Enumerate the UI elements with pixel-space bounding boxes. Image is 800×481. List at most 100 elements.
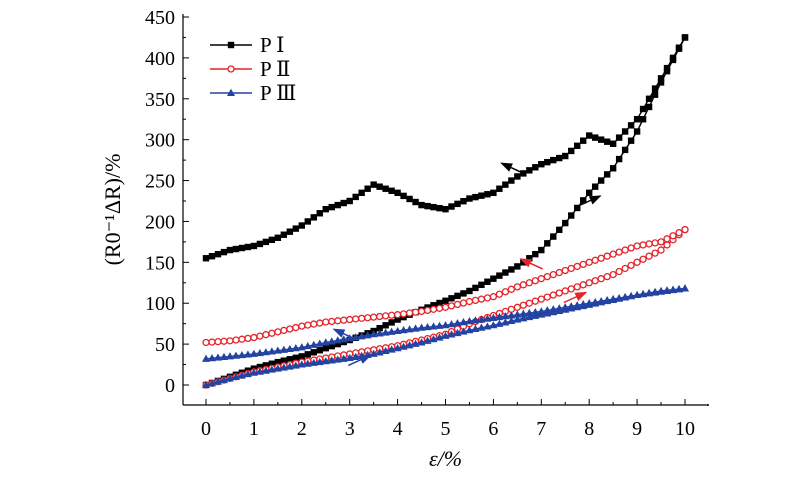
data-point-square <box>580 137 587 144</box>
data-point-triangle <box>633 290 642 299</box>
y-tick-label: 350 <box>145 89 175 111</box>
data-point-triangle <box>309 358 318 366</box>
y-tick-label: 0 <box>165 375 175 397</box>
data-point-triangle <box>202 354 210 362</box>
data-point-square <box>448 295 455 302</box>
data-point-square <box>496 272 503 279</box>
data-point-triangle <box>237 371 246 379</box>
data-point-circle <box>537 295 545 303</box>
data-point-circle <box>208 338 216 346</box>
data-point-triangle <box>202 380 210 388</box>
data-point-square <box>621 146 629 154</box>
axis-end-dot <box>707 404 709 406</box>
data-point-square <box>669 54 677 62</box>
data-point-circle <box>537 275 545 283</box>
data-point-circle <box>369 313 378 321</box>
data-point-circle <box>352 315 360 323</box>
data-point-square <box>597 136 605 143</box>
data-point-triangle <box>639 290 648 298</box>
data-point-square <box>316 210 323 217</box>
data-point-triangle <box>627 291 636 300</box>
data-point-circle <box>555 268 563 277</box>
x-tick-label: 1 <box>249 418 259 440</box>
data-point-triangle <box>555 304 564 312</box>
data-point-square <box>615 134 623 141</box>
data-point-triangle <box>243 350 252 358</box>
x-tick-label: 8 <box>584 418 594 440</box>
data-point-circle <box>591 256 599 264</box>
data-point-triangle <box>603 295 612 304</box>
data-point-triangle <box>369 349 378 357</box>
data-point-square <box>352 193 359 201</box>
data-point-circle <box>268 329 276 337</box>
data-point-triangle <box>237 350 246 359</box>
data-point-square <box>502 181 509 188</box>
data-point-square <box>238 244 246 252</box>
data-point-square <box>532 250 539 258</box>
data-point-circle <box>579 281 587 289</box>
data-point-triangle <box>273 346 282 354</box>
data-point-square <box>382 185 389 192</box>
data-point-triangle <box>597 296 606 305</box>
data-point-circle <box>238 335 246 343</box>
data-point-triangle <box>471 324 480 332</box>
data-point-square <box>645 103 653 111</box>
data-point-square <box>472 284 479 292</box>
data-point-circle <box>495 290 504 298</box>
data-point-triangle <box>219 375 228 384</box>
data-point-circle <box>609 270 617 279</box>
data-point-triangle <box>231 372 240 381</box>
data-point-triangle <box>429 335 438 343</box>
data-point-square <box>382 322 389 329</box>
data-point-square <box>286 356 294 363</box>
data-point-triangle <box>471 316 480 324</box>
data-point-square <box>412 198 419 206</box>
data-point-square <box>586 189 593 197</box>
data-point-triangle <box>333 336 342 344</box>
data-point-triangle <box>507 311 516 319</box>
data-point-square <box>298 222 305 229</box>
data-point-triangle <box>447 320 456 328</box>
data-point-triangle <box>669 285 678 294</box>
data-point-circle <box>639 241 647 249</box>
data-point-square <box>478 192 485 199</box>
data-point-circle <box>471 296 480 305</box>
data-point-triangle <box>227 88 235 96</box>
data-point-square <box>334 340 341 348</box>
data-point-circle <box>250 333 258 342</box>
data-point-triangle <box>549 305 558 313</box>
data-point-triangle <box>423 322 432 331</box>
x-axis-title: ε/% <box>429 446 462 471</box>
data-point-triangle <box>327 337 336 345</box>
data-point-triangle <box>519 314 528 322</box>
data-point-triangle <box>405 341 414 349</box>
data-point-square <box>358 189 365 197</box>
data-point-circle <box>609 250 617 258</box>
data-point-triangle <box>441 321 450 329</box>
data-point-square <box>657 79 665 86</box>
data-point-triangle <box>321 338 330 346</box>
data-point-square <box>202 255 210 262</box>
direction-arrow <box>500 162 524 174</box>
data-point-square <box>322 345 329 352</box>
y-tick-label: 450 <box>145 7 175 29</box>
data-point-square <box>568 212 575 219</box>
data-point-circle <box>597 254 605 262</box>
data-point-square <box>424 202 431 210</box>
data-point-circle <box>429 305 438 314</box>
direction-arrow <box>332 328 357 340</box>
data-point-triangle <box>339 335 348 343</box>
data-point-circle <box>417 307 426 316</box>
data-point-square <box>256 363 264 371</box>
data-point-triangle <box>573 301 582 309</box>
data-point-circle <box>364 314 372 322</box>
data-point-square <box>597 177 605 184</box>
data-point-square <box>448 203 455 210</box>
data-point-circle <box>477 295 486 303</box>
data-point-triangle <box>459 318 468 326</box>
data-point-triangle <box>465 326 474 334</box>
data-point-circle <box>681 225 689 234</box>
data-point-square <box>591 134 599 141</box>
data-point-triangle <box>525 308 534 317</box>
legend-label: P Ⅲ <box>260 81 296 105</box>
